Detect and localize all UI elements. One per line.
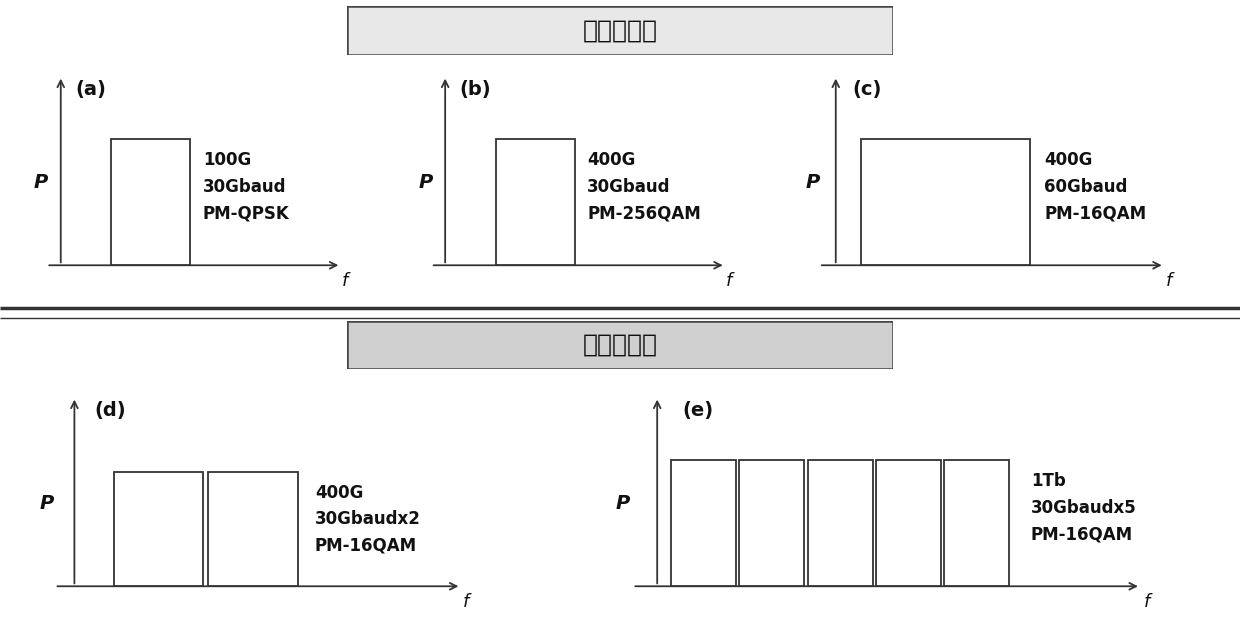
Text: 400G
30Gbaud
PM-256QAM: 400G 30Gbaud PM-256QAM	[588, 152, 701, 222]
Text: 100G
30Gbaud
PM-QPSK: 100G 30Gbaud PM-QPSK	[203, 152, 290, 222]
Text: 超信道架构: 超信道架构	[583, 333, 657, 357]
Bar	[671, 460, 737, 586]
Text: P: P	[418, 173, 433, 193]
Text: f: f	[342, 272, 348, 290]
Text: (a): (a)	[76, 80, 105, 100]
Bar	[739, 460, 805, 586]
Text: f: f	[1143, 593, 1151, 611]
Bar	[861, 139, 1029, 265]
Text: 400G
60Gbaud
PM-16QAM: 400G 60Gbaud PM-16QAM	[1044, 152, 1147, 222]
Bar	[112, 139, 190, 265]
Text: 单信道架构: 单信道架构	[583, 19, 657, 42]
Text: P: P	[40, 494, 55, 514]
Text: P: P	[616, 494, 630, 514]
Text: 1Tb
30Gbaudx5
PM-16QAM: 1Tb 30Gbaudx5 PM-16QAM	[1030, 473, 1137, 543]
Text: P: P	[33, 173, 48, 193]
Bar	[208, 472, 298, 586]
Bar	[114, 472, 203, 586]
Bar	[875, 460, 941, 586]
Text: (d): (d)	[94, 401, 126, 421]
Bar	[944, 460, 1009, 586]
FancyBboxPatch shape	[347, 6, 893, 55]
Text: (c): (c)	[853, 80, 882, 100]
Text: (e): (e)	[682, 401, 713, 421]
Text: f: f	[463, 593, 470, 611]
Text: (b): (b)	[460, 80, 491, 100]
Bar	[496, 139, 574, 265]
Text: 400G
30Gbaudx2
PM-16QAM: 400G 30Gbaudx2 PM-16QAM	[315, 483, 420, 554]
Text: f: f	[1166, 272, 1172, 290]
Bar	[807, 460, 873, 586]
Text: P: P	[806, 173, 820, 193]
Text: f: f	[727, 272, 733, 290]
FancyBboxPatch shape	[347, 321, 893, 369]
